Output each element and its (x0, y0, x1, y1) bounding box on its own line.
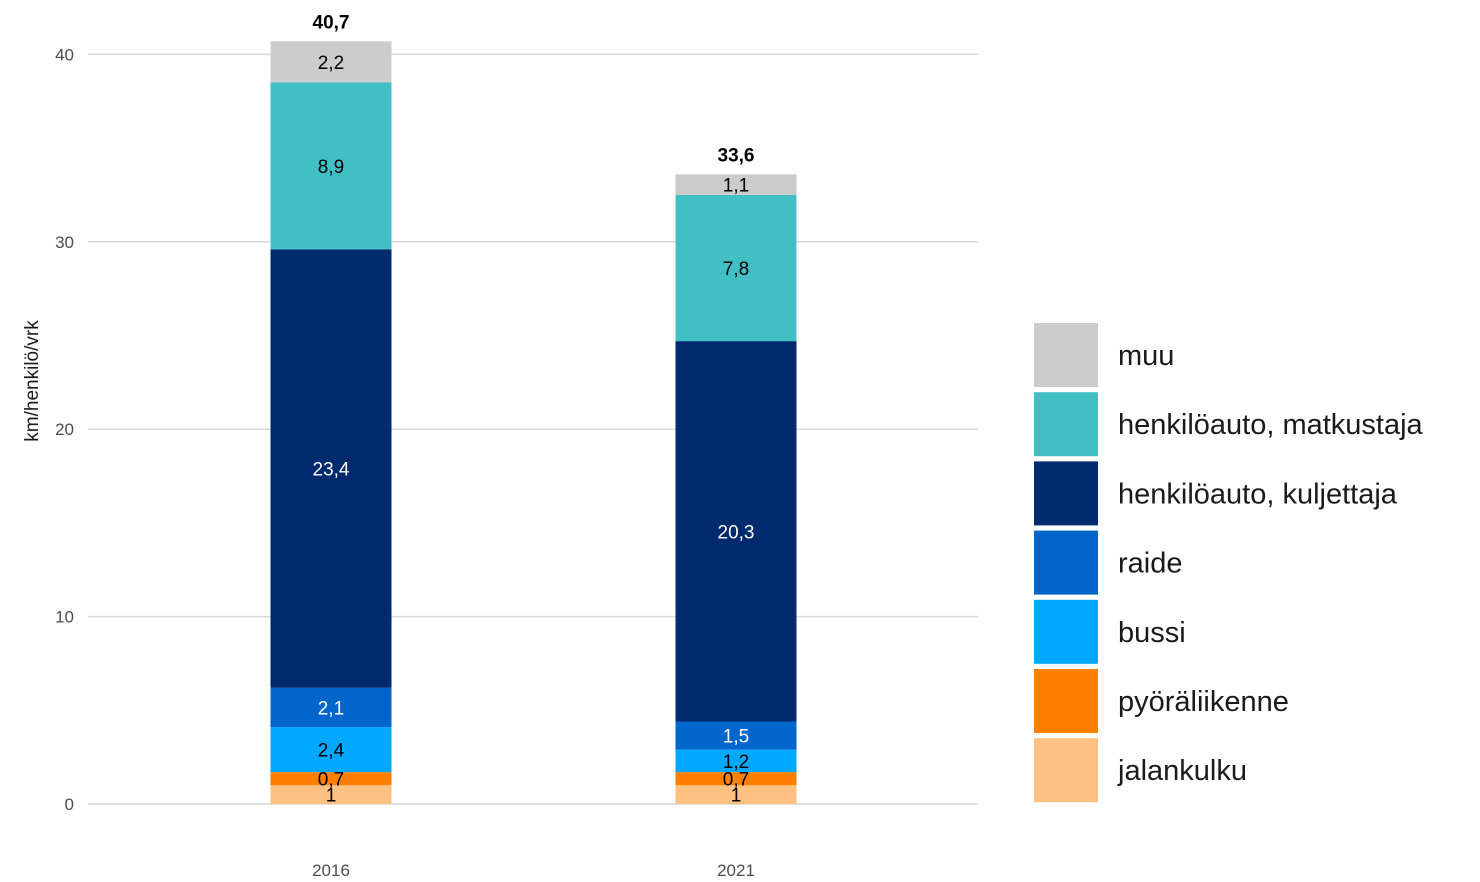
legend-item: pyöräliikenne (1034, 669, 1289, 733)
bars: 10,72,42,123,48,92,240,710,71,21,520,37,… (270, 12, 797, 807)
legend-swatch (1034, 323, 1098, 387)
legend-label: bussi (1118, 617, 1186, 649)
legend-label: raide (1118, 548, 1183, 580)
legend-item: jalankulku (1034, 738, 1247, 803)
segment-label: 0,7 (723, 770, 749, 791)
segment-label: 1,5 (723, 727, 749, 748)
y-axis-ticks: 0 10 20 30 40 (55, 45, 74, 814)
bar-segment (675, 721, 797, 750)
total-label: 33,6 (718, 145, 755, 166)
legend-item: bussi (1034, 599, 1186, 664)
segment-label: 1 (326, 786, 337, 807)
bar-segment (270, 687, 392, 728)
y-axis-title: km/henkilö/vrk (22, 320, 43, 442)
x-tick-label: 2016 (312, 861, 350, 880)
bar-segment (270, 249, 392, 688)
x-axis-ticks: 2016 2021 (312, 861, 755, 880)
total-label: 40,7 (313, 12, 350, 33)
bar-segment (675, 174, 797, 195)
legend-swatch (1034, 738, 1098, 803)
legend-label: pyöräliikenne (1118, 686, 1289, 718)
segment-label: 2,2 (318, 53, 344, 74)
gridlines (88, 53, 978, 805)
segment-label: 1 (731, 786, 742, 807)
x-tick-label: 2021 (717, 861, 755, 880)
bar-segment (270, 727, 392, 773)
y-tick-label: 20 (55, 420, 74, 439)
bar-stack-2016: 10,7 2,4 2,1 23,4 8,9 2,2 40,7 (270, 12, 392, 807)
bar-segment (675, 772, 797, 786)
bar-segment (270, 82, 392, 250)
legend-swatch (1034, 392, 1098, 457)
bar-segment (675, 749, 797, 773)
legend-item: henkilöauto, kuljettaja (1034, 461, 1398, 526)
y-tick-label: 0 (65, 795, 74, 814)
bar-segment (270, 785, 392, 804)
legend: muu henkilöauto, matkustaja henkilöauto, k… (1034, 323, 1424, 803)
segment-label: 1,2 (723, 752, 749, 773)
segment-label: 7,8 (723, 259, 749, 280)
legend-label: henkilöauto, kuljettaja (1118, 478, 1398, 510)
segment-label: 1,1 (723, 176, 749, 197)
bar-stack-2021: 10,71,2 1,5 20,3 7,8 1,1 33,6 (675, 145, 797, 807)
segment-label: 20,3 (718, 522, 755, 543)
segment-label: 8,9 (318, 157, 344, 178)
segment-label: 0,7 (318, 770, 344, 791)
bar-segment (675, 194, 797, 342)
y-tick-label: 40 (55, 45, 74, 64)
legend-label: jalankulku (1117, 755, 1247, 787)
legend-label: henkilöauto, matkustaja (1118, 409, 1424, 441)
bar-segment (675, 341, 797, 722)
y-tick-label: 30 (55, 233, 74, 252)
segment-label: 23,4 (313, 460, 350, 481)
bar-segment (270, 772, 392, 786)
legend-swatch (1034, 599, 1098, 664)
legend-label: muu (1118, 340, 1174, 372)
legend-swatch (1034, 461, 1098, 526)
legend-swatch (1034, 530, 1098, 595)
y-tick-label: 10 (55, 608, 74, 627)
segment-label: 2,1 (318, 698, 344, 719)
legend-item: henkilöauto, matkustaja (1034, 392, 1424, 457)
bar-segment (675, 785, 797, 804)
bar-segment (270, 41, 392, 83)
legend-item: muu (1034, 323, 1174, 387)
legend-item: raide (1034, 530, 1183, 595)
segment-label: 2,4 (318, 741, 345, 762)
legend-swatch (1034, 669, 1098, 733)
